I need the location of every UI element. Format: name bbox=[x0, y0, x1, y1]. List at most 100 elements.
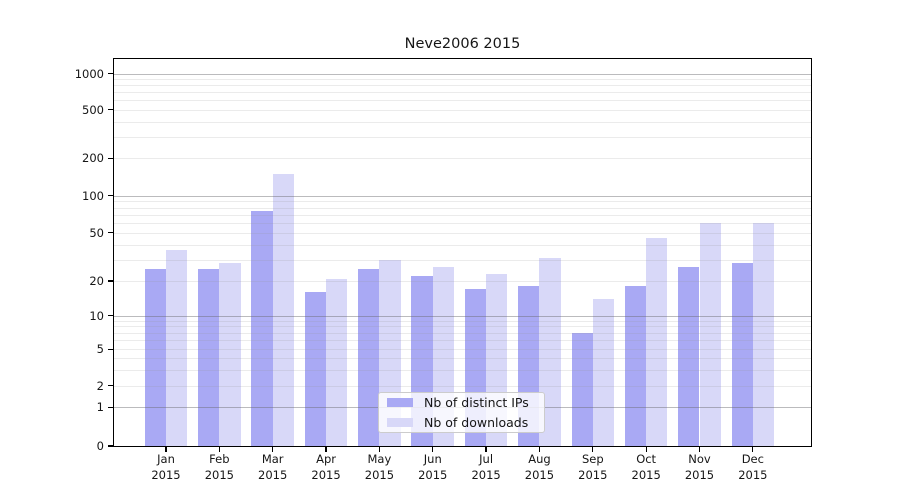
x-tick-label: Sep 2015 bbox=[561, 452, 625, 483]
legend-item-downloads: Nb of downloads bbox=[379, 413, 544, 433]
y-tick-mark bbox=[108, 406, 114, 408]
x-tick-label: Jun 2015 bbox=[401, 452, 465, 483]
bar-downloads bbox=[646, 238, 668, 446]
x-tick-year: 2015 bbox=[524, 467, 555, 482]
bar-downloads bbox=[326, 278, 348, 446]
x-tick-year: 2015 bbox=[204, 467, 234, 482]
y-tick-label: 20 bbox=[89, 274, 104, 289]
y-tick-label: 10 bbox=[89, 308, 104, 323]
x-tick-month: Oct bbox=[636, 452, 657, 466]
x-tick-label: Jan 2015 bbox=[134, 452, 198, 483]
x-tick-year: 2015 bbox=[418, 467, 448, 482]
x-tick-month: Apr bbox=[316, 452, 336, 466]
gridline-minor bbox=[114, 85, 811, 87]
bar-distinct-ips bbox=[358, 269, 380, 446]
x-tick-label: Nov 2015 bbox=[668, 452, 732, 483]
x-tick-month: Jan bbox=[157, 452, 175, 466]
x-tick-label: Feb 2015 bbox=[187, 452, 251, 483]
x-tick-month: May bbox=[367, 452, 392, 466]
y-tick-mark bbox=[108, 157, 114, 160]
x-tick-year: 2015 bbox=[738, 467, 768, 482]
bar-downloads bbox=[272, 173, 294, 446]
x-tick-month: Nov bbox=[688, 452, 711, 466]
gridline-minor bbox=[114, 100, 811, 102]
x-tick-label: Apr 2015 bbox=[294, 452, 358, 483]
gridline-major bbox=[114, 195, 811, 197]
x-tick-month: Jul bbox=[479, 452, 494, 466]
legend-swatch-downloads bbox=[387, 417, 413, 427]
x-tick-mark bbox=[218, 446, 220, 452]
gridline-minor bbox=[114, 92, 811, 94]
x-tick-mark bbox=[645, 446, 647, 452]
y-tick-mark bbox=[108, 348, 114, 350]
x-tick-label: Oct 2015 bbox=[614, 452, 678, 483]
x-tick-label: Mar 2015 bbox=[241, 452, 305, 483]
x-tick-year: 2015 bbox=[311, 467, 341, 482]
gridline-minor bbox=[114, 121, 811, 123]
bar-distinct-ips bbox=[624, 286, 647, 446]
bar-distinct-ips bbox=[198, 269, 220, 446]
y-tick-label: 2 bbox=[96, 378, 104, 393]
x-tick-month: Dec bbox=[741, 452, 764, 466]
x-tick-mark bbox=[592, 446, 594, 452]
x-tick-mark bbox=[272, 446, 274, 452]
x-tick-label: May 2015 bbox=[347, 452, 411, 483]
x-tick-month: Sep bbox=[581, 452, 604, 466]
y-tick-label: 200 bbox=[82, 151, 104, 166]
bar-distinct-ips bbox=[304, 292, 327, 446]
x-tick-label: Dec 2015 bbox=[721, 452, 785, 483]
x-tick-mark bbox=[752, 446, 754, 452]
x-tick-mark bbox=[485, 446, 487, 452]
x-tick-year: 2015 bbox=[631, 467, 661, 482]
y-tick-label: 0 bbox=[96, 439, 104, 453]
legend-label-downloads: Nb of downloads bbox=[424, 414, 529, 430]
bar-distinct-ips bbox=[731, 263, 753, 446]
plot-area bbox=[114, 59, 811, 446]
gridline-minor bbox=[114, 109, 811, 111]
x-tick-month: Feb bbox=[209, 452, 230, 466]
y-tick-label: 5 bbox=[96, 342, 104, 357]
x-tick-mark bbox=[325, 446, 327, 452]
y-tick-mark bbox=[108, 194, 114, 197]
bar-downloads bbox=[699, 223, 721, 446]
x-tick-month: Jun bbox=[423, 452, 442, 466]
bar-downloads bbox=[752, 223, 775, 446]
gridline-minor bbox=[114, 79, 811, 81]
x-tick-year: 2015 bbox=[471, 467, 501, 482]
bar-distinct-ips bbox=[571, 332, 593, 446]
x-tick-mark bbox=[432, 446, 434, 452]
gridline-minor bbox=[114, 201, 811, 203]
y-tick-mark bbox=[108, 314, 114, 317]
legend-item-distinct-ips: Nb of distinct IPs bbox=[379, 393, 544, 413]
x-tick-mark bbox=[538, 446, 541, 452]
gridline-major bbox=[114, 73, 811, 75]
y-tick-mark bbox=[108, 232, 114, 234]
y-tick-label: 500 bbox=[82, 102, 104, 117]
x-tick-year: 2015 bbox=[578, 467, 608, 482]
gridline-minor bbox=[114, 136, 811, 138]
y-tick-mark bbox=[108, 73, 114, 75]
y-tick-mark bbox=[108, 109, 114, 111]
x-tick-mark bbox=[378, 446, 381, 452]
y-tick-label: 1000 bbox=[74, 66, 104, 81]
legend-swatch-distinct-ips bbox=[387, 398, 413, 408]
y-tick-mark bbox=[108, 445, 114, 447]
legend: Nb of distinct IPs Nb of downloads bbox=[378, 392, 545, 433]
y-tick-label: 100 bbox=[82, 188, 104, 203]
legend-label-distinct-ips: Nb of distinct IPs bbox=[424, 395, 529, 411]
y-tick-label: 50 bbox=[89, 225, 104, 240]
x-tick-mark bbox=[165, 446, 167, 452]
chart-title: Neve2006 2015 bbox=[404, 36, 521, 52]
x-tick-month: Mar bbox=[261, 452, 284, 466]
bar-downloads bbox=[592, 298, 615, 446]
bar-distinct-ips bbox=[251, 211, 273, 446]
bar-downloads bbox=[166, 250, 188, 446]
x-tick-label: Jul 2015 bbox=[454, 452, 518, 483]
gridline-minor bbox=[114, 158, 811, 160]
bar-distinct-ips bbox=[678, 267, 700, 446]
bar-downloads bbox=[219, 263, 241, 446]
bar-distinct-ips bbox=[144, 269, 166, 446]
gridline-minor bbox=[114, 207, 811, 209]
x-tick-month: Aug bbox=[528, 452, 551, 466]
